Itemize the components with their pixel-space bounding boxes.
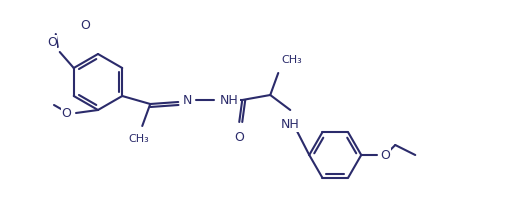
Text: CH₃: CH₃	[281, 55, 302, 65]
Text: N: N	[183, 93, 193, 106]
Text: O: O	[234, 131, 244, 144]
Text: O: O	[80, 19, 90, 32]
Text: O: O	[380, 149, 390, 162]
Text: NH: NH	[220, 93, 239, 106]
Text: O: O	[47, 36, 57, 49]
Text: NH: NH	[281, 118, 300, 131]
Text: CH₃: CH₃	[129, 134, 150, 144]
Text: O: O	[61, 106, 71, 119]
